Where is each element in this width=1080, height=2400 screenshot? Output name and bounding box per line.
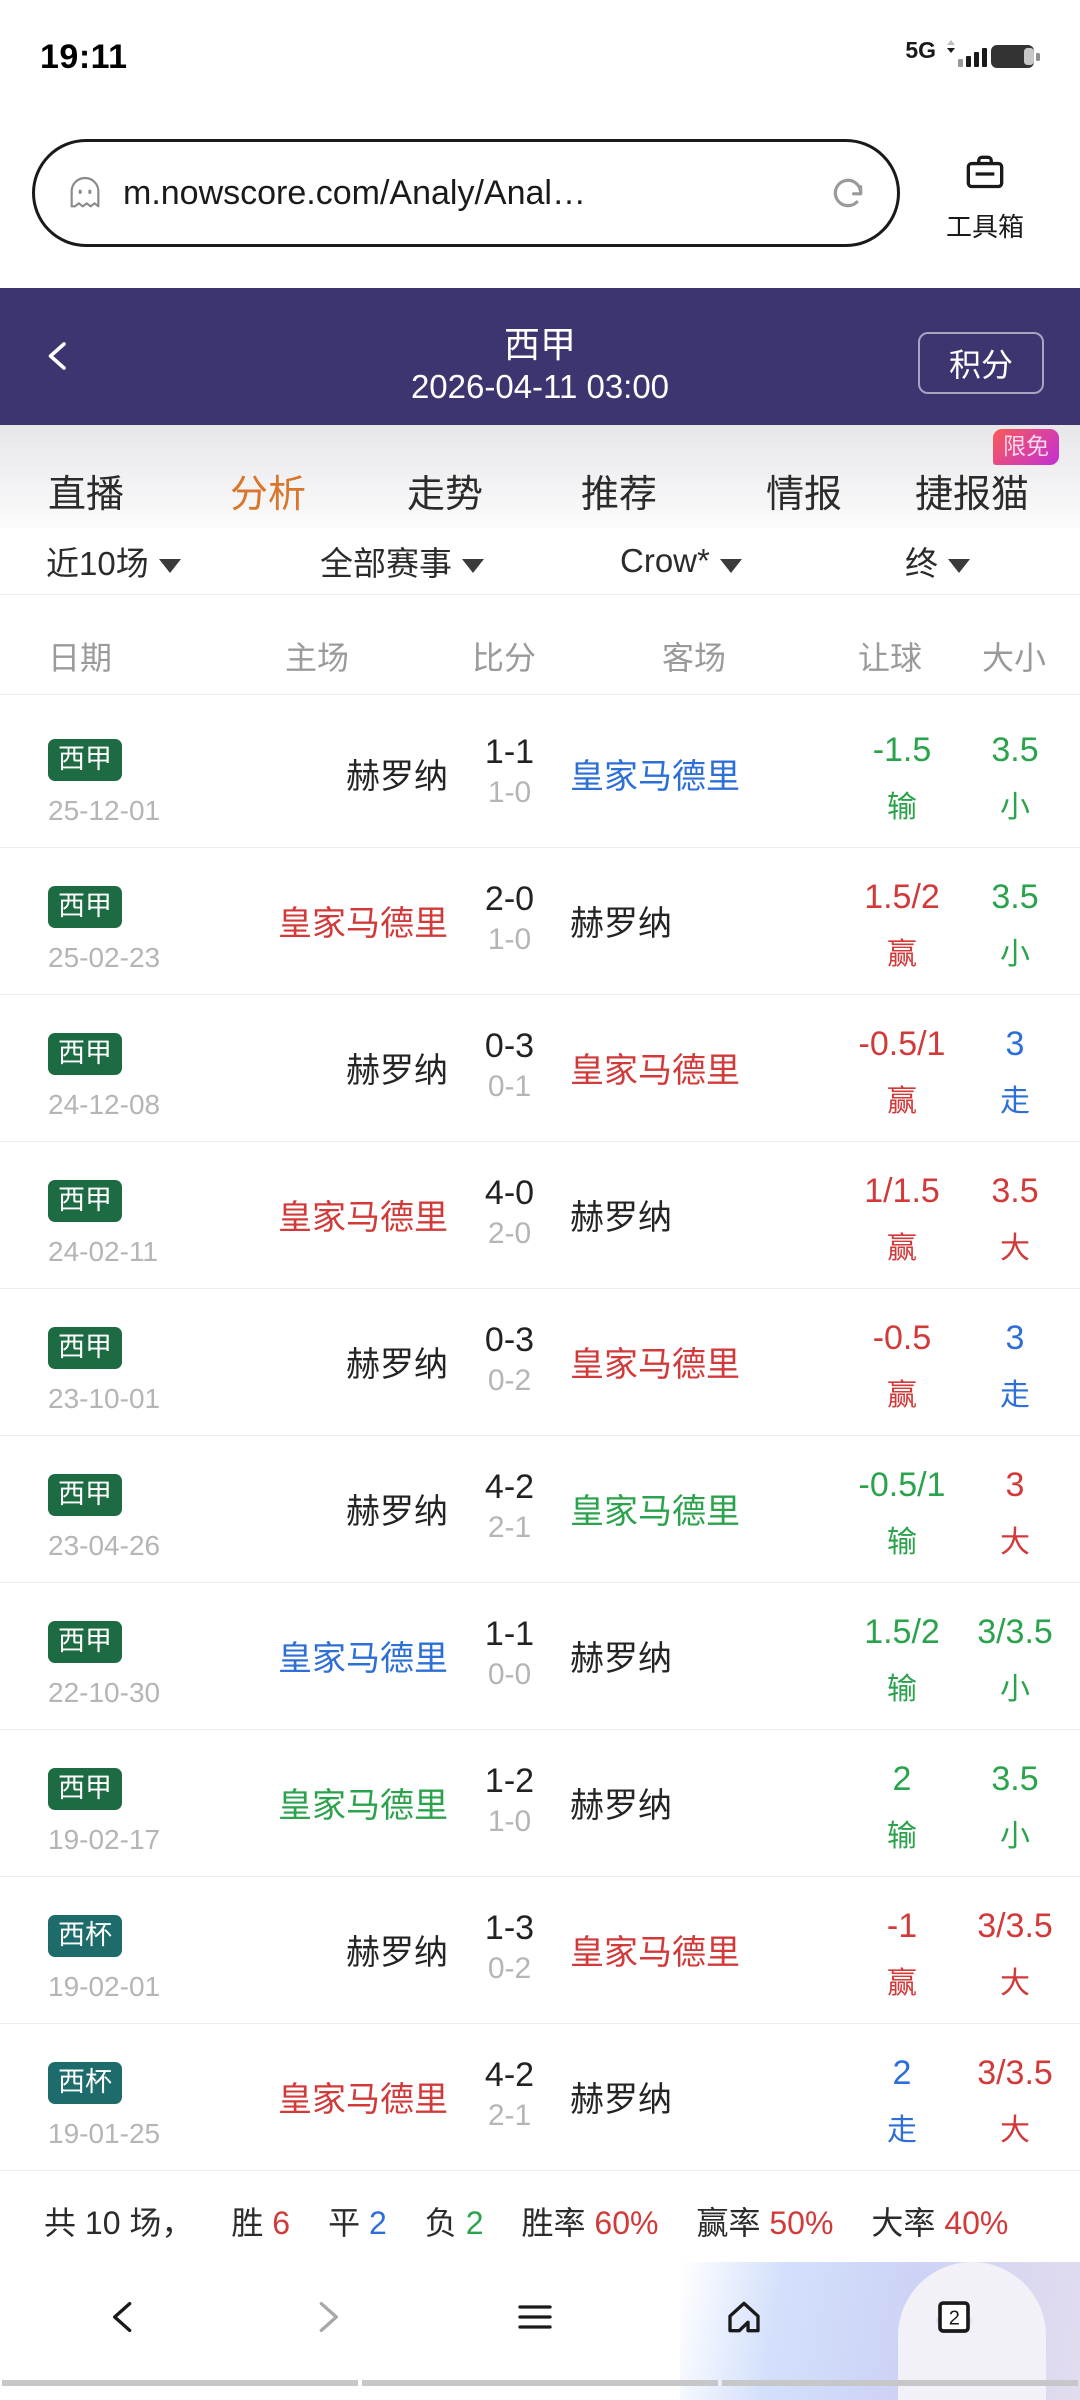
- svg-text:2: 2: [949, 2308, 960, 2330]
